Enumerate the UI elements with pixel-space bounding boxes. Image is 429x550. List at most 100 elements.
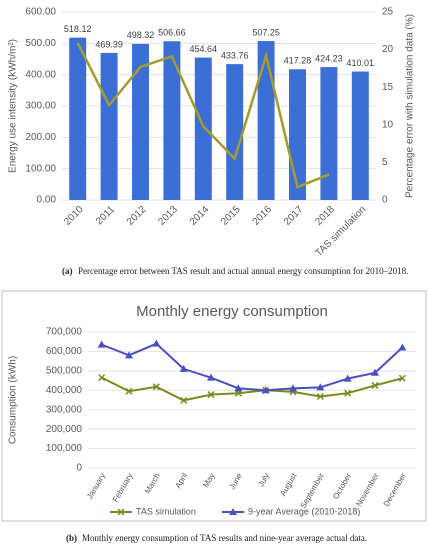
marker bbox=[261, 386, 270, 394]
x-tick-label: 2010 bbox=[62, 204, 86, 228]
data-label: 498.32 bbox=[127, 30, 155, 40]
y-tick-label: 400.00 bbox=[25, 69, 56, 80]
data-label: 424.23 bbox=[315, 53, 343, 63]
y-tick-label: 600.00 bbox=[25, 7, 56, 18]
chart-frame bbox=[1, 290, 427, 522]
marker bbox=[207, 391, 215, 399]
data-label: 410.01 bbox=[347, 58, 375, 68]
x-tick-label: January bbox=[85, 472, 107, 501]
data-label: 417.28 bbox=[284, 56, 312, 66]
marker bbox=[152, 383, 160, 391]
x-tick-label: August bbox=[278, 471, 299, 498]
x-tick-label: September bbox=[299, 471, 327, 510]
y-axis-label: Energy use intensity (kWh/m²) bbox=[8, 39, 19, 173]
x-tick-label: 2015 bbox=[219, 204, 243, 228]
marker bbox=[316, 383, 325, 391]
y-tick-label: 200,000 bbox=[46, 424, 83, 435]
data-label: 469.39 bbox=[95, 39, 123, 49]
marker bbox=[398, 343, 407, 351]
y2-tick-label: 25 bbox=[382, 7, 394, 18]
x-tick-label: 2018 bbox=[313, 204, 337, 228]
x-tick-label: March bbox=[143, 472, 162, 496]
x-tick-label: June bbox=[227, 471, 244, 491]
bar bbox=[226, 64, 244, 200]
bar bbox=[320, 67, 338, 200]
x-tick-label: May bbox=[201, 472, 216, 490]
x-tick-label: 2017 bbox=[282, 204, 306, 228]
data-label: 507.25 bbox=[252, 27, 280, 37]
x-tick-label: April bbox=[173, 471, 189, 490]
marker bbox=[207, 373, 215, 381]
y-tick-label: 600,000 bbox=[46, 346, 83, 357]
caption: Percentage error between TAS result and … bbox=[78, 266, 408, 276]
x-tick-label: 2011 bbox=[94, 204, 117, 227]
x-tick-label: 2016 bbox=[251, 204, 275, 228]
y2-tick-label: 5 bbox=[382, 157, 388, 168]
bar bbox=[100, 52, 118, 200]
y-tick-label: 100.00 bbox=[25, 163, 56, 174]
marker bbox=[343, 374, 352, 382]
y2-tick-label: 10 bbox=[382, 119, 394, 130]
x-tick-label: November bbox=[354, 471, 380, 508]
y-tick-label: 100,000 bbox=[46, 443, 83, 454]
x-tick-label: February bbox=[111, 472, 135, 504]
caption-label: (a) bbox=[62, 266, 73, 276]
caption: Monthly energy consumption of TAS result… bbox=[82, 533, 367, 543]
legend-marker bbox=[229, 508, 237, 515]
bar bbox=[163, 41, 181, 200]
x-tick-label: December bbox=[382, 471, 408, 508]
x-tick-label: October bbox=[331, 471, 353, 500]
bar bbox=[257, 41, 275, 200]
data-label: 454.64 bbox=[190, 44, 218, 54]
marker bbox=[98, 374, 106, 382]
marker bbox=[97, 340, 106, 348]
marker bbox=[180, 396, 188, 404]
marker bbox=[371, 368, 379, 376]
bar bbox=[351, 71, 369, 200]
y-tick-label: 500,000 bbox=[46, 365, 83, 376]
legend-marker bbox=[117, 508, 125, 516]
bar bbox=[132, 43, 149, 200]
marker bbox=[125, 351, 133, 359]
bar bbox=[194, 57, 212, 200]
y-tick-label: 700,000 bbox=[46, 327, 83, 338]
bar bbox=[289, 69, 306, 201]
y-tick-label: 400,000 bbox=[46, 385, 83, 396]
legend-label: 9-year Average (2010-2018) bbox=[248, 506, 360, 516]
line bbox=[101, 342, 404, 392]
caption-label: (b) bbox=[66, 533, 77, 543]
marker bbox=[125, 387, 133, 395]
y2-tick-label: 15 bbox=[382, 82, 394, 93]
marker bbox=[316, 392, 324, 401]
data-label: 506.66 bbox=[158, 28, 186, 38]
data-label: 518.12 bbox=[64, 24, 92, 34]
x-tick-label: 2013 bbox=[156, 204, 180, 228]
marker bbox=[371, 381, 379, 389]
line bbox=[101, 376, 403, 402]
line bbox=[76, 42, 330, 189]
y-tick-label: 0 bbox=[76, 463, 82, 474]
y-tick-label: 300.00 bbox=[25, 101, 56, 112]
y2-tick-label: 20 bbox=[382, 44, 394, 55]
x-tick-label: 2012 bbox=[125, 204, 149, 228]
y2-tick-label: 0 bbox=[382, 195, 388, 206]
x-tick-label: 2014 bbox=[188, 204, 212, 228]
y-tick-label: 0.00 bbox=[37, 195, 57, 206]
y-tick-label: 500.00 bbox=[25, 38, 56, 49]
y-tick-label: 300,000 bbox=[46, 404, 83, 415]
bar bbox=[69, 37, 87, 201]
marker bbox=[179, 364, 188, 372]
y-tick-label: 200.00 bbox=[25, 132, 56, 143]
marker bbox=[234, 384, 243, 392]
marker bbox=[289, 384, 297, 392]
x-tick-label: July bbox=[256, 472, 271, 489]
data-label: 433.76 bbox=[221, 50, 249, 60]
y2-axis-label: Percentage error with simulation data (%… bbox=[405, 14, 416, 198]
legend-label: TAS simulation bbox=[136, 506, 196, 516]
marker bbox=[344, 389, 352, 397]
marker bbox=[398, 374, 406, 382]
y-axis-label: Consumption (kWh) bbox=[8, 356, 19, 444]
marker bbox=[152, 339, 161, 347]
chart-title: Monthly energy consumption bbox=[136, 303, 328, 320]
